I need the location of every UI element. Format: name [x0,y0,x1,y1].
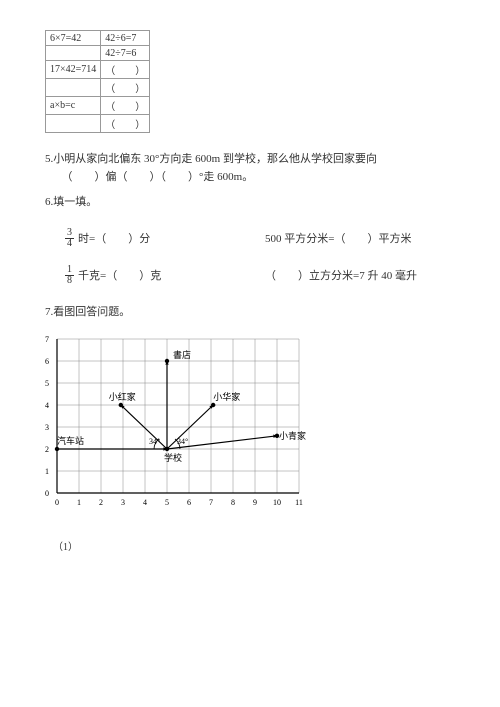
svg-text:34°: 34° [177,437,188,446]
fill-row-2: 1 8 千克=（ ）克 （ ）立方分米=7 升 40 毫升 [65,265,455,286]
svg-text:3: 3 [45,423,49,432]
cell: a×b=c [46,97,101,115]
svg-text:3: 3 [121,498,125,507]
question-5: 5.小明从家向北偏东 30°方向走 600m 到学校，那么他从学校回家要向 （ … [45,151,455,186]
cell: 42÷7=6 [101,46,150,61]
direction-chart: 0 1 2 3 4 5 6 7 0 1 2 3 4 5 6 7 8 9 10 11 34° 34° 学校 書店汽车站 小红家 小华… [25,331,455,514]
svg-text:1: 1 [77,498,81,507]
chart-svg: 0 1 2 3 4 5 6 7 0 1 2 3 4 5 6 7 8 9 10 11 34° 34° 学校 書店汽车站 小红家 小华… [25,331,325,511]
svg-text:小华家: 小华家 [213,391,240,402]
q6-label: 6.填一填。 [45,196,97,208]
svg-text:学校: 学校 [164,452,182,463]
svg-text:2: 2 [99,498,103,507]
svg-text:4: 4 [45,401,49,410]
q7-label: 7.看图回答问题。 [45,306,130,318]
equation-table: 6×7=4242÷6=7 42÷7=6 17×42=714（ ） （ ） a×b… [45,30,150,133]
svg-text:11: 11 [295,498,303,507]
svg-text:5: 5 [45,379,49,388]
cell [46,79,101,97]
fill-1b: 500 平方分米=（ ）平方米 [265,233,411,245]
fill-1a: 时=（ ）分 [78,230,150,246]
frac-den: 4 [65,239,74,249]
frac-den: 8 [65,276,74,286]
svg-text:書店: 書店 [173,349,191,360]
cell: （ ） [101,115,150,133]
cell [46,46,101,61]
q5-text-b: （ ）偏（ ）（ ）°走 600m。 [45,169,455,187]
svg-text:9: 9 [253,498,257,507]
svg-text:小青家: 小青家 [279,430,306,441]
q7-sub-1: （1） [53,538,455,553]
fill-row-1: 3 4 时=（ ）分 500 平方分米=（ ）平方米 [65,228,455,249]
cell [46,115,101,133]
fraction-3-4: 3 4 [65,228,74,249]
svg-text:汽车站: 汽车站 [57,435,84,446]
svg-text:0: 0 [45,489,49,498]
cell: （ ） [101,61,150,79]
svg-text:7: 7 [45,335,49,344]
cell: 42÷6=7 [101,31,150,46]
svg-text:0: 0 [55,498,59,507]
fraction-1-8: 1 8 [65,265,74,286]
svg-text:6: 6 [187,498,191,507]
cell: （ ） [101,79,150,97]
svg-text:2: 2 [45,445,49,454]
svg-text:34°: 34° [149,437,160,446]
cell: 6×7=42 [46,31,101,46]
fill-2a: 千克=（ ）克 [78,267,161,283]
svg-text:1: 1 [45,467,49,476]
q5-text-a: 5.小明从家向北偏东 30°方向走 600m 到学校，那么他从学校回家要向 [45,153,377,165]
svg-text:10: 10 [273,498,281,507]
svg-text:小红家: 小红家 [109,391,136,402]
svg-text:4: 4 [143,498,147,507]
question-7: 7.看图回答问题。 [45,304,455,322]
question-6: 6.填一填。 [45,194,455,212]
svg-text:8: 8 [231,498,235,507]
fill-2b: （ ）立方分米=7 升 40 毫升 [265,270,417,282]
svg-text:6: 6 [45,357,49,366]
cell: 17×42=714 [46,61,101,79]
svg-text:5: 5 [165,498,169,507]
svg-text:7: 7 [209,498,213,507]
cell: （ ） [101,97,150,115]
